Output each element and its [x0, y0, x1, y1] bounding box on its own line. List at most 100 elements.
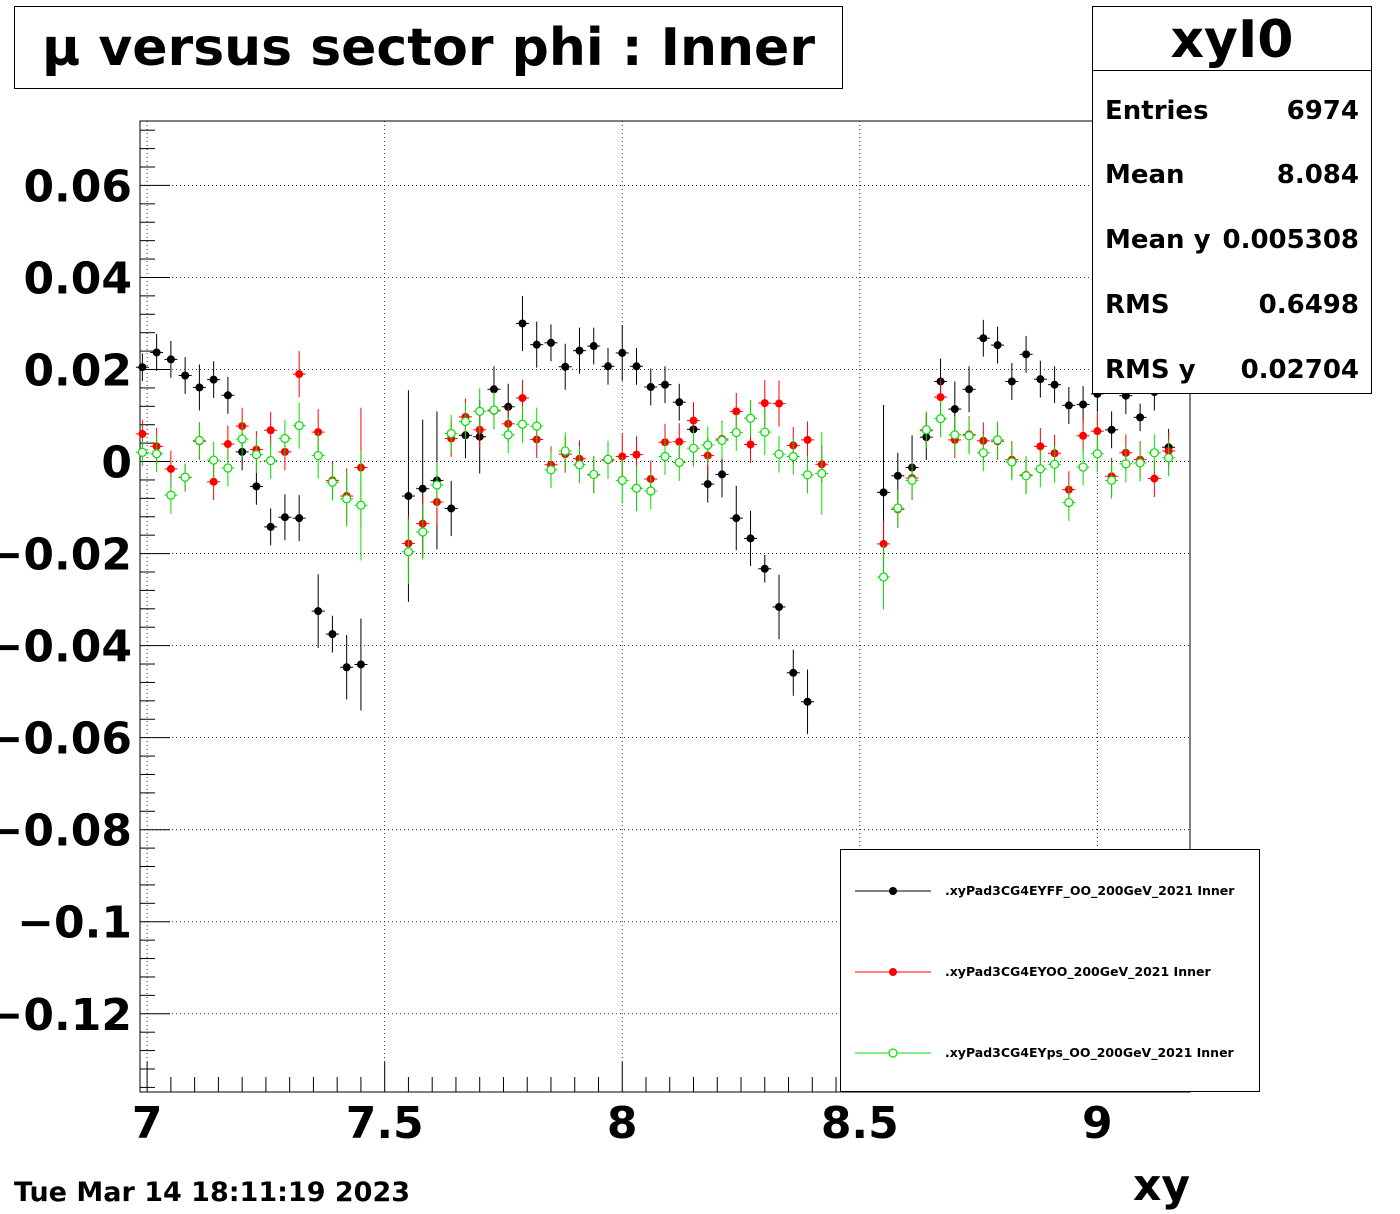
- data-point: [803, 697, 812, 706]
- data-point: [646, 382, 655, 391]
- data-point: [760, 399, 769, 408]
- data-point: [252, 482, 261, 491]
- data-point: [418, 527, 428, 537]
- data-point: [1036, 375, 1045, 384]
- data-point: [266, 426, 275, 435]
- data-point: [617, 475, 627, 486]
- data-point: [166, 490, 176, 500]
- data-point: [518, 319, 527, 328]
- data-point: [575, 346, 584, 355]
- data-point: [342, 494, 352, 504]
- data-point: [661, 380, 669, 389]
- data-point: [632, 362, 641, 371]
- stats-row-rms: RMS 0.6498: [1105, 290, 1359, 320]
- stats-value: 6974: [1286, 96, 1359, 126]
- data-point: [775, 399, 784, 408]
- stats-value: 0.005308: [1222, 225, 1359, 255]
- stats-label: Entries: [1105, 96, 1209, 126]
- data-point: [603, 454, 613, 464]
- data-point: [817, 468, 827, 479]
- data-point: [138, 363, 147, 372]
- axes: 0.06 0.04 0.02 0 −0.02 −0.04 −0.06 −0.08 −0.1 −0.…: [0, 129, 1170, 1149]
- data-point: [589, 342, 598, 351]
- y-tick-label: 0.06: [23, 161, 132, 212]
- data-point: [237, 434, 247, 444]
- data-point: [489, 385, 498, 394]
- data-point: [209, 455, 219, 465]
- plot-frame: [139, 120, 1191, 1093]
- data-point: [1164, 453, 1174, 463]
- data-point: [1021, 471, 1031, 481]
- legend-marker-green: [855, 1048, 931, 1058]
- data-point: [935, 414, 946, 424]
- data-point: [732, 514, 741, 523]
- data-point: [1035, 464, 1045, 474]
- stats-histogram-name: xyI0: [1093, 7, 1371, 71]
- data-point: [314, 428, 323, 437]
- data-point: [921, 425, 931, 435]
- y-tick-label: −0.02: [0, 530, 132, 581]
- data-point: [314, 607, 323, 616]
- stats-label: RMS y: [1105, 355, 1196, 385]
- data-point: [803, 435, 812, 444]
- y-tick-label: −0.08: [0, 806, 132, 857]
- data-point: [789, 668, 798, 677]
- data-point: [1092, 449, 1102, 459]
- data-point: [992, 435, 1003, 445]
- data-point: [418, 484, 427, 493]
- data-point: [342, 663, 351, 672]
- data-point: [717, 435, 727, 445]
- legend-marker-black: [855, 887, 931, 895]
- data-point: [1064, 497, 1074, 508]
- data-point: [328, 630, 337, 639]
- data-point: [152, 449, 162, 459]
- data-point: [266, 522, 275, 531]
- data-point: [703, 480, 712, 489]
- data-point: [560, 446, 570, 456]
- data-point: [1007, 457, 1017, 467]
- data-point: [1107, 425, 1116, 434]
- stats-value: 0.02704: [1240, 355, 1359, 385]
- data-point: [532, 340, 541, 349]
- data-point: [280, 513, 289, 522]
- data-point: [965, 385, 974, 394]
- data-point: [618, 452, 627, 461]
- data-point: [561, 362, 570, 371]
- data-point: [746, 440, 755, 449]
- data-point: [446, 428, 456, 439]
- data-point: [1121, 459, 1131, 469]
- data-point: [209, 477, 218, 486]
- data-point: [978, 448, 988, 458]
- data-point: [209, 375, 218, 384]
- series-0: [135, 295, 1176, 734]
- y-tick-label: 0: [101, 438, 132, 489]
- data-point: [403, 547, 414, 557]
- stats-label: RMS: [1105, 290, 1170, 320]
- data-point: [251, 450, 262, 460]
- legend-entry-label: .xyPad3CG4EYOO_200GeV_2021 Inner: [945, 964, 1211, 979]
- data-point: [1079, 431, 1088, 440]
- data-point: [1078, 462, 1088, 472]
- data-point: [294, 421, 304, 431]
- data-point: [313, 450, 323, 461]
- data-point: [964, 431, 974, 441]
- data-point: [223, 440, 232, 449]
- data-points: [135, 295, 1176, 734]
- data-point: [632, 450, 641, 459]
- y-tick-label: 0.02: [23, 346, 132, 397]
- data-point: [295, 370, 304, 379]
- data-point: [356, 660, 365, 669]
- data-point: [745, 413, 756, 423]
- data-point: [688, 443, 699, 453]
- data-point: [489, 405, 499, 415]
- data-point: [404, 492, 413, 501]
- data-point: [574, 460, 585, 470]
- legend: .xyPad3CG4EYFF_OO_200GeV_2021 Inner .xyP…: [840, 849, 1260, 1092]
- data-point: [788, 451, 798, 462]
- data-point: [194, 435, 204, 445]
- data-point: [460, 416, 471, 427]
- data-point: [1093, 427, 1102, 436]
- data-point: [703, 440, 713, 450]
- data-point: [546, 338, 555, 347]
